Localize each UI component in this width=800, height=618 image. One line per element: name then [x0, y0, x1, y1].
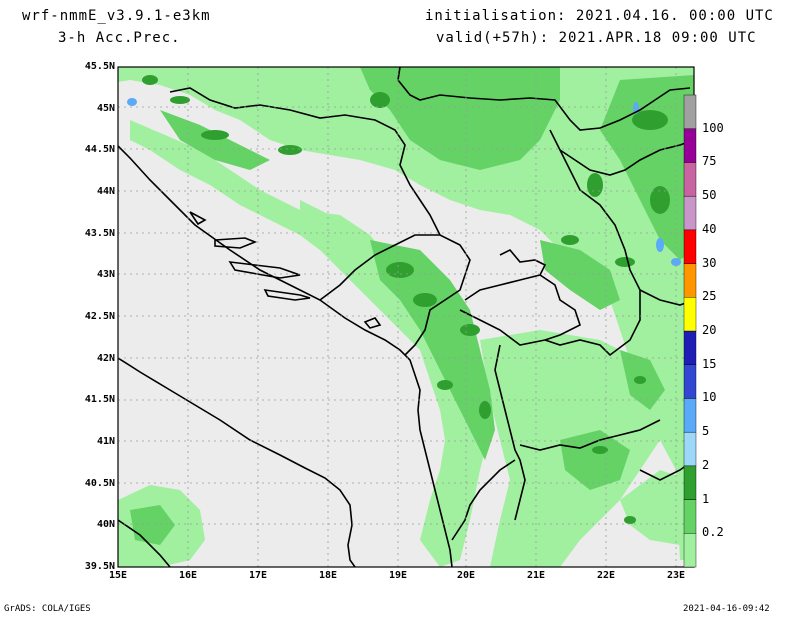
colorbar-level-label: 20 — [702, 323, 717, 337]
bosnia-montenegro-border — [319, 234, 471, 301]
colorbar-level-label: 5 — [702, 424, 710, 439]
colorbar-swatch — [683, 229, 697, 264]
colorbar-swatch — [683, 330, 697, 365]
lon-label: 23E — [666, 570, 686, 581]
island-1 — [214, 237, 258, 249]
lon-label: 18E — [318, 570, 338, 581]
colorbar-level-label: 0.2 — [702, 525, 724, 540]
croatia-bosnia-border — [169, 87, 441, 236]
lon-label: 20E — [456, 570, 476, 581]
precip-field — [118, 67, 694, 567]
gridlines — [118, 67, 694, 567]
colorbar-swatch — [683, 398, 697, 433]
lat-label: 42.5N — [84, 311, 115, 322]
colorbar-level-label: 10 — [702, 390, 717, 405]
hungary-serbia-border — [397, 67, 691, 131]
lat-label: 45.5N — [84, 61, 115, 72]
colorbar-swatch — [683, 128, 697, 163]
coastlines — [118, 145, 694, 567]
colorbar-swatch — [683, 465, 697, 500]
country-borders — [169, 67, 694, 541]
montenegro-serbia-border — [404, 274, 466, 356]
colorbar-level-label: 40 — [702, 221, 717, 236]
albania-greece-border — [451, 459, 516, 541]
macedonia-greece-border — [519, 419, 661, 451]
kosovo-border — [459, 309, 546, 346]
colorbar-level-label: 50 — [702, 188, 717, 203]
init-time: initialisation: 2021.04.16. 00:00 UTC — [425, 8, 774, 24]
colorbar-swatch — [683, 297, 697, 332]
field-name: 3-h Acc.Prec. — [58, 30, 181, 46]
colorbar-swatch — [683, 263, 697, 298]
lon-label: 15E — [108, 570, 128, 581]
lat-label: 40.5N — [84, 477, 115, 489]
colorbar-swatch — [683, 162, 697, 197]
italy-heel — [118, 519, 171, 567]
serbia-inner-border — [499, 249, 547, 276]
adriatic-east-coast — [118, 145, 453, 567]
colorbar-level-label: 2 — [702, 457, 710, 472]
lat-label: 43N — [96, 269, 115, 281]
precip-0.2-1 — [118, 67, 694, 567]
footer-software: GrADS: COLA/IGES — [4, 604, 91, 614]
colorbar-level-label: 1 — [702, 491, 710, 506]
colorbar-swatch — [683, 364, 697, 399]
serbia-kosovo-border — [464, 274, 581, 341]
serbia-romania-border — [559, 139, 694, 176]
bay-kotor — [363, 317, 382, 329]
colorbar-swatch — [683, 499, 697, 534]
lon-label: 17E — [248, 570, 268, 581]
island-2 — [228, 261, 301, 279]
lon-label: 16E — [178, 570, 198, 581]
colorbar-swatch — [683, 195, 697, 231]
lat-label: 45N — [96, 102, 115, 114]
macedonia-bulgaria-border — [544, 129, 641, 357]
colorbar-swatch — [683, 94, 697, 129]
precip-2-5 — [142, 75, 670, 524]
lat-label: 39.5N — [84, 561, 115, 572]
colorbar-swatch — [683, 431, 697, 467]
lon-label: 19E — [388, 570, 408, 581]
island-3 — [263, 288, 311, 301]
colorbar-level-label: 100 — [702, 120, 724, 135]
model-name: wrf-nmmE_v3.9.1-e3km — [22, 8, 211, 24]
lat-label: 44N — [96, 186, 115, 197]
lat-label: 42N — [96, 352, 115, 364]
colorbar-level-label: 30 — [702, 255, 717, 270]
lat-label: 40N — [96, 519, 115, 531]
lon-label: 21E — [526, 570, 546, 581]
lat-label: 41N — [96, 436, 115, 447]
colorbar-level-label: 75 — [702, 154, 717, 169]
valid-time: valid(+57h): 2021.APR.18 09:00 UTC — [436, 30, 757, 46]
lat-label: 41.5N — [84, 394, 115, 406]
colorbar — [683, 94, 697, 568]
colorbar-level-label: 15 — [702, 356, 717, 371]
footer-timestamp: 2021-04-16-09:42 — [683, 604, 770, 614]
albania-macedonia-border — [494, 344, 526, 521]
lat-label: 43.5N — [84, 227, 115, 239]
lat-label: 44.5N — [84, 144, 115, 156]
colorbar-level-label: 25 — [702, 289, 717, 304]
island-4 — [189, 211, 207, 226]
colorbar-swatch — [683, 533, 697, 568]
italy-coast — [118, 357, 356, 567]
lon-label: 22E — [596, 570, 616, 581]
